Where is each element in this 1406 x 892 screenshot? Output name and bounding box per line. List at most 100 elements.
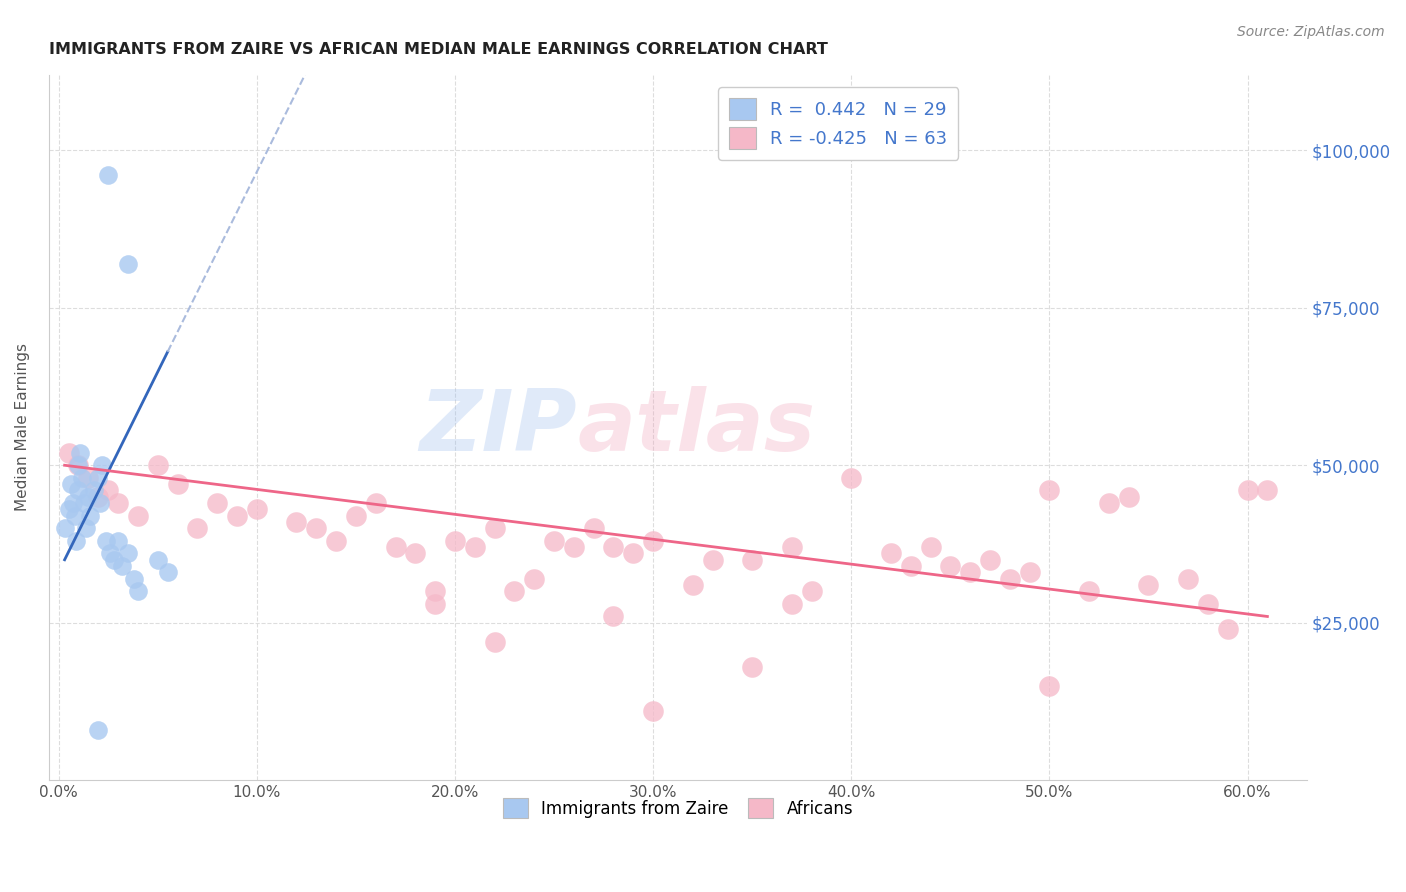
Point [156,566,179,580]
Point [1137,578,1160,592]
Point [920,540,942,554]
Point [404,546,426,560]
Point [62,496,84,510]
Point [83,483,105,498]
Point [1098,496,1121,510]
Point [364,496,387,510]
Point [111,559,134,574]
Point [1038,483,1060,498]
Point [1197,597,1219,611]
Point [621,546,644,560]
Point [959,566,981,580]
Point [503,584,526,599]
Point [998,572,1021,586]
Point [880,546,903,560]
Point [246,502,269,516]
Point [780,597,803,611]
Text: Source: ZipAtlas.com: Source: ZipAtlas.com [1237,25,1385,39]
Point [67,483,90,498]
Point [53,521,76,535]
Point [979,553,1001,567]
Text: ZIP: ZIP [419,386,578,469]
Point [562,540,585,554]
Point [423,597,446,611]
Point [103,553,125,567]
Point [77,490,100,504]
Point [1216,622,1239,636]
Point [643,533,665,548]
Point [226,508,249,523]
Point [484,634,506,648]
Point [702,553,724,567]
Point [73,496,96,510]
Point [79,508,101,523]
Point [344,508,367,523]
Text: IMMIGRANTS FROM ZAIRE VS AFRICAN MEDIAN MALE EARNINGS CORRELATION CHART: IMMIGRANTS FROM ZAIRE VS AFRICAN MEDIAN … [49,42,828,57]
Point [58,445,80,459]
Point [305,521,328,535]
Point [58,502,80,516]
Point [186,521,208,535]
Point [97,483,120,498]
Point [1236,483,1258,498]
Point [127,508,149,523]
Point [900,559,922,574]
Point [127,584,149,599]
Point [1177,572,1199,586]
Point [146,458,169,473]
Point [682,578,704,592]
Point [1018,566,1040,580]
Point [205,496,228,510]
Point [602,540,624,554]
Point [464,540,486,554]
Point [1078,584,1101,599]
Point [146,553,169,567]
Point [285,515,308,529]
Point [643,704,665,718]
Point [741,553,763,567]
Point [325,533,347,548]
Point [543,533,565,548]
Point [87,490,110,504]
Point [166,477,188,491]
Point [741,660,763,674]
Y-axis label: Median Male Earnings: Median Male Earnings [15,343,30,511]
Point [91,458,114,473]
Point [839,471,862,485]
Point [63,508,86,523]
Point [780,540,803,554]
Point [72,471,94,485]
Point [1256,483,1278,498]
Point [117,546,139,560]
Point [117,257,139,271]
Point [1038,679,1060,693]
Point [89,496,111,510]
Point [67,458,90,473]
Point [384,540,406,554]
Point [423,584,446,599]
Point [122,572,145,586]
Text: atlas: atlas [578,386,815,469]
Point [939,559,962,574]
Point [65,533,87,548]
Point [87,723,110,737]
Point [1118,490,1140,504]
Point [484,521,506,535]
Point [107,533,129,548]
Point [523,572,546,586]
Point [77,471,100,485]
Point [602,609,624,624]
Point [96,533,118,548]
Point [107,496,129,510]
Point [97,169,120,183]
Point [69,445,91,459]
Point [800,584,823,599]
Legend: Immigrants from Zaire, Africans: Immigrants from Zaire, Africans [496,791,860,825]
Point [98,546,121,560]
Point [87,471,110,485]
Point [582,521,605,535]
Point [75,521,97,535]
Point [67,458,90,473]
Point [444,533,467,548]
Point [59,477,82,491]
